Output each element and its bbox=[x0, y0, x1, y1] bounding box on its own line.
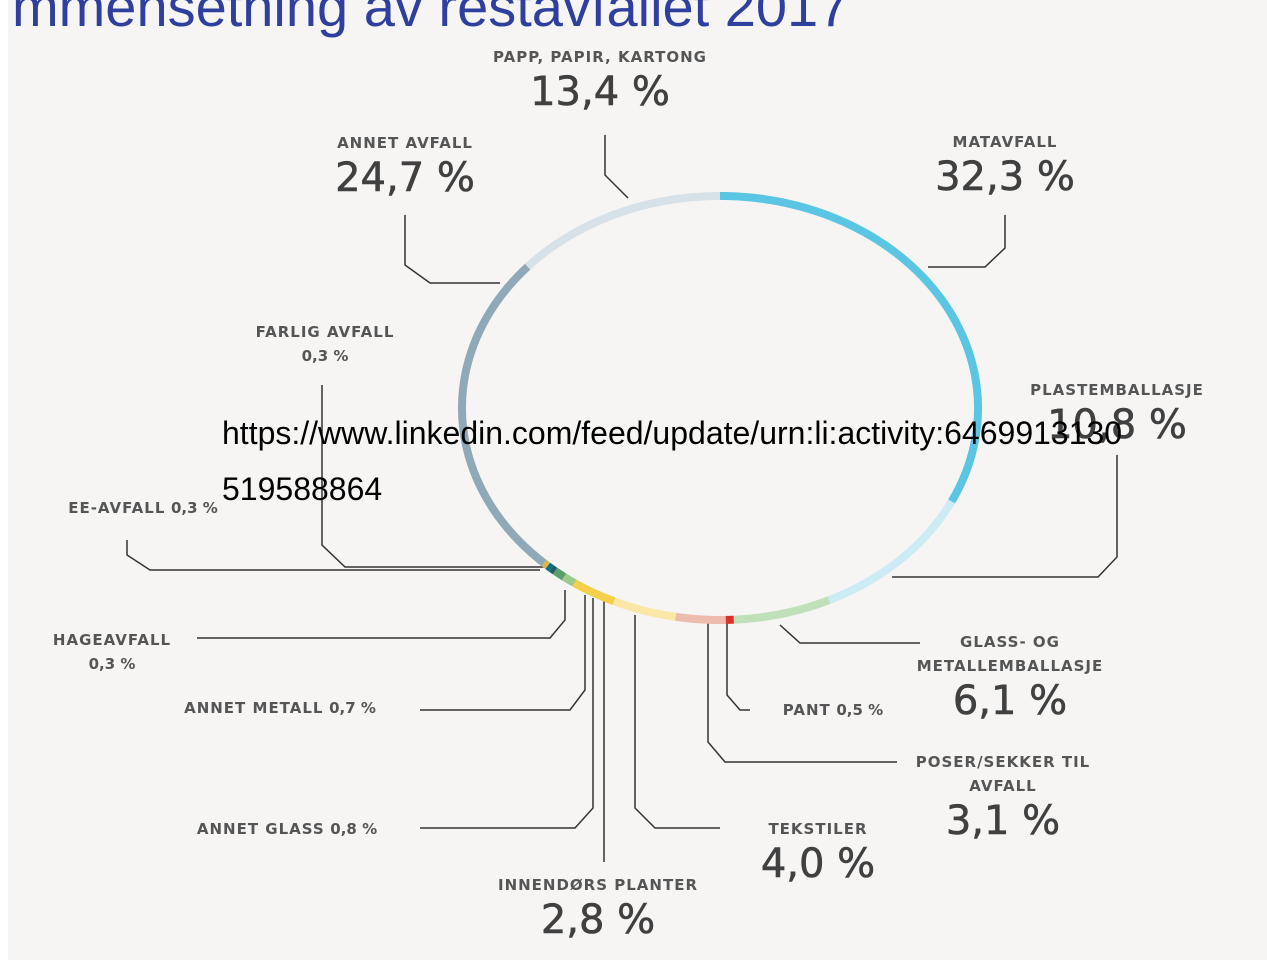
leader-line bbox=[726, 620, 750, 711]
ring-segment bbox=[525, 192, 721, 270]
ring-segment bbox=[552, 567, 567, 581]
leader-line bbox=[420, 598, 594, 829]
leader-line bbox=[928, 215, 1006, 268]
ring-segment bbox=[719, 192, 983, 504]
ring-segment bbox=[458, 263, 547, 567]
label: POSER/SEKKER TIL AVFALL 3,1 % bbox=[893, 750, 1113, 844]
leader-lines bbox=[126, 135, 1118, 862]
chart-panel bbox=[8, 0, 1267, 960]
label: TEKSTILER 4,0 % bbox=[718, 817, 918, 887]
category-label: ANNET GLASS bbox=[196, 820, 325, 838]
leader-line bbox=[321, 385, 545, 568]
chart-title: mmensetning av restavfallet 2017 bbox=[12, 0, 850, 38]
ring-segment bbox=[572, 579, 616, 605]
label: PANT 0,5 % bbox=[733, 698, 933, 722]
annotation: https://www.linkedin.com/feed/update/urn… bbox=[222, 415, 1123, 507]
ring-segment bbox=[612, 597, 677, 621]
label: MATAVFALL 32,3 % bbox=[855, 130, 1155, 200]
category-label: FARLIG AVFALL bbox=[255, 323, 395, 341]
leader-line bbox=[779, 624, 920, 644]
value-label: 0,7 % bbox=[329, 699, 376, 717]
value-label: 0,8 % bbox=[330, 820, 378, 838]
label: HAGEAVFALL 0,3 % bbox=[12, 628, 212, 676]
category-label: POSER/SEKKER TIL AVFALL bbox=[915, 753, 1091, 795]
leader-line bbox=[634, 615, 720, 829]
category-label: ANNET AVFALL bbox=[337, 134, 473, 152]
leader-line bbox=[604, 135, 629, 199]
category-label: MATAVFALL bbox=[952, 133, 1058, 151]
label: PAPP, PAPIR, KARTONG 13,4 % bbox=[440, 45, 760, 115]
label: ANNET METALL 0,7 % bbox=[140, 696, 420, 720]
leader-line bbox=[892, 455, 1118, 578]
value-label: 10,8 % bbox=[1047, 402, 1187, 449]
value-label: 4,0 % bbox=[760, 841, 876, 888]
value-label: 32,3 % bbox=[935, 154, 1075, 201]
value-label: 0,5 % bbox=[836, 701, 884, 719]
leader-line bbox=[404, 215, 500, 284]
category-label: GLASS- OG METALLEMBALLASJE bbox=[916, 633, 1104, 675]
ring-segment bbox=[827, 499, 955, 604]
label: INNENDØRS PLANTER 2,8 % bbox=[448, 873, 748, 943]
value-label: 6,1 % bbox=[952, 678, 1068, 725]
category-label: PAPP, PAPIR, KARTONG bbox=[493, 48, 707, 66]
value-label: 0,3 % bbox=[88, 655, 136, 673]
leader-line bbox=[197, 590, 566, 639]
ring-segment bbox=[675, 612, 726, 625]
value-label: 3,1 % bbox=[945, 798, 1061, 845]
value-label: 24,7 % bbox=[335, 155, 475, 202]
ring-segment bbox=[549, 565, 558, 575]
category-label: INNENDØRS PLANTER bbox=[497, 876, 698, 894]
category-label: PLASTEMBALLASJE bbox=[1030, 381, 1204, 399]
ring-segment bbox=[541, 559, 551, 570]
ring-segment bbox=[545, 562, 554, 572]
leader-line bbox=[126, 540, 540, 571]
ring-segment bbox=[733, 596, 831, 624]
category-label: ANNET METALL bbox=[184, 699, 324, 717]
leader-line bbox=[707, 620, 897, 763]
leader-line bbox=[420, 595, 586, 711]
label: EE-AVFALL 0,3 % bbox=[33, 496, 253, 520]
label: FARLIG AVFALL 0,3 % bbox=[250, 320, 400, 368]
value-label: 0,3 % bbox=[170, 499, 218, 517]
label: ANNET AVFALL 24,7 % bbox=[280, 131, 530, 201]
category-label: TEKSTILER bbox=[768, 820, 868, 838]
category-label: HAGEAVFALL bbox=[52, 631, 172, 649]
label: ANNET GLASS 0,8 % bbox=[147, 817, 427, 841]
value-label: 2,8 % bbox=[540, 897, 656, 944]
category-label: EE-AVFALL bbox=[68, 499, 166, 517]
value-label: 0,3 % bbox=[301, 347, 349, 365]
label: PLASTEMBALLASJE 10,8 % bbox=[987, 378, 1247, 448]
label: GLASS- OG METALLEMBALLASJE 6,1 % bbox=[880, 630, 1140, 724]
ring-segment bbox=[561, 573, 577, 587]
value-label: 13,4 % bbox=[530, 69, 670, 116]
category-label: PANT bbox=[782, 701, 831, 719]
